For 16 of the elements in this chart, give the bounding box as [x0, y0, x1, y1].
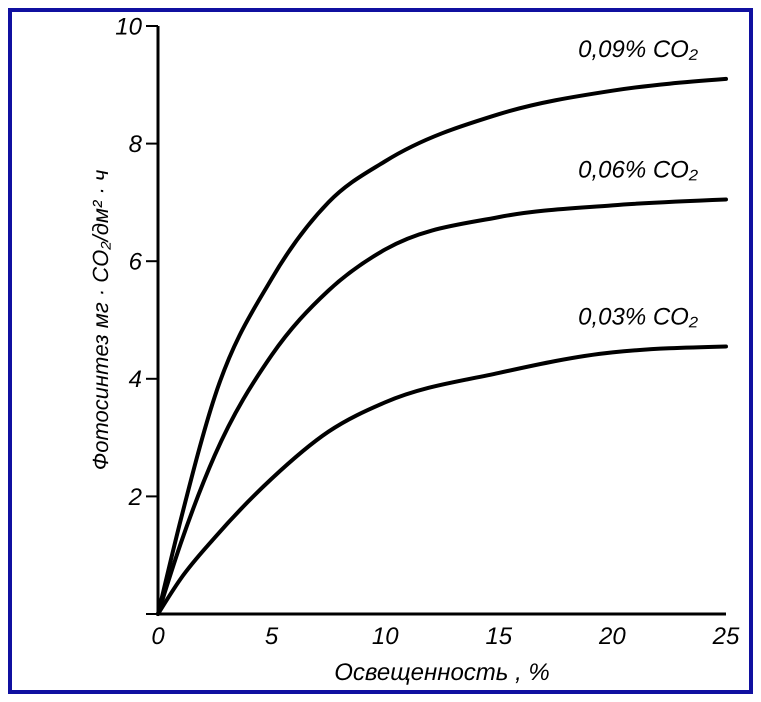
y-axis-title: Фотосинтез мг · CO₂/дм² · ч: [88, 170, 113, 470]
x-tick-label: 25: [712, 623, 740, 650]
y-tick-label: 4: [128, 366, 142, 394]
x-tick-label: 5: [264, 623, 279, 650]
x-tick-label: 10: [372, 623, 400, 650]
x-tick-label: 0: [151, 623, 166, 650]
series-label: 0,09% CO₂: [578, 36, 698, 63]
y-tick-label: 6: [128, 248, 143, 276]
y-tick-label: 10: [115, 13, 143, 40]
y-tick-label: 2: [128, 484, 142, 511]
series-label: 0,06% CO₂: [578, 156, 698, 184]
x-tick-label: 20: [598, 623, 626, 650]
x-tick-label: 15: [485, 623, 513, 650]
x-axis-title: Освещенность , %: [334, 659, 550, 686]
y-tick-label: 8: [128, 131, 143, 158]
series-label: 0,03% CO₂: [578, 303, 698, 330]
